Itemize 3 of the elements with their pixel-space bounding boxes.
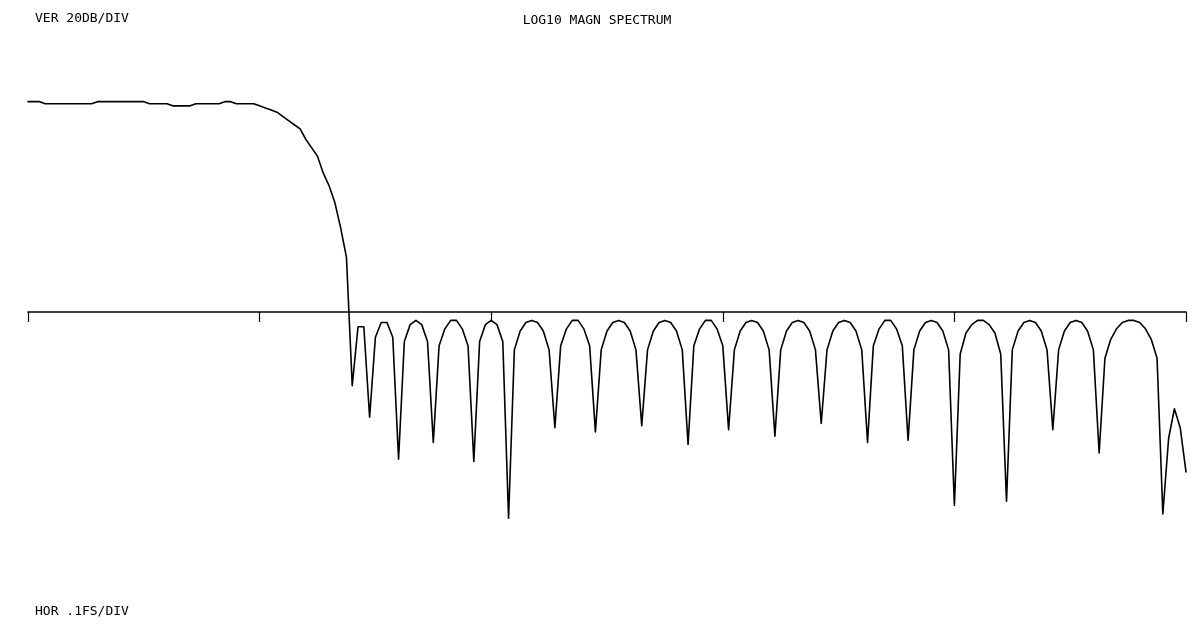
text: HOR .1FS/DIV [35,603,130,618]
text: VER 20DB/DIV [35,10,130,25]
chart-title: LOG10 MAGN SPECTRUM [522,12,672,27]
